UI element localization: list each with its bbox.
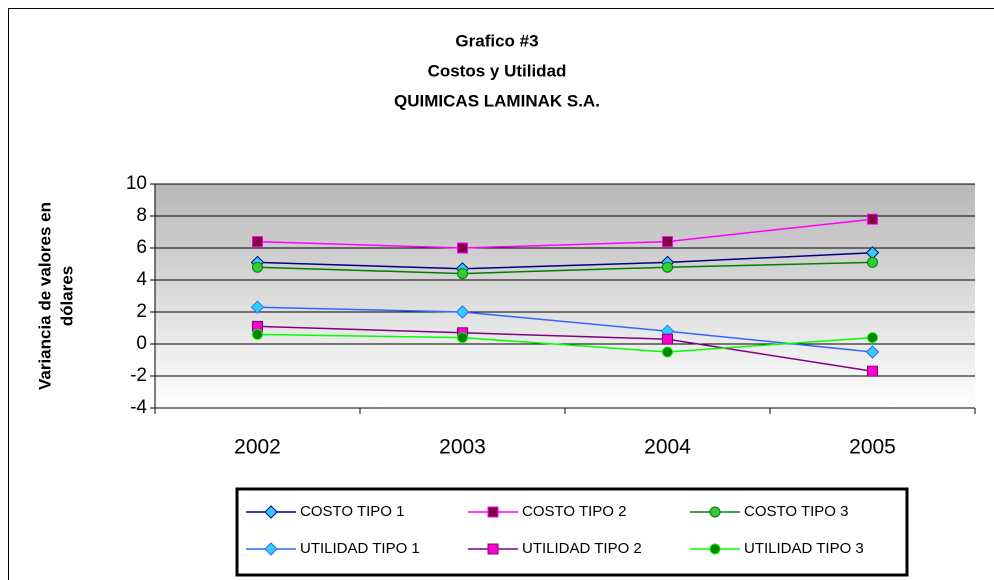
x-tick-label: 2002	[234, 436, 281, 459]
data-point	[867, 213, 878, 225]
x-tick-label: 2004	[644, 436, 691, 459]
legend-label: COSTO TIPO 2	[522, 503, 626, 520]
data-point	[662, 236, 673, 248]
legend-marker	[709, 506, 721, 518]
chart-title: Grafico #3	[455, 31, 538, 50]
data-point	[457, 242, 468, 254]
legend-label: COSTO TIPO 3	[744, 503, 848, 520]
data-point	[867, 256, 878, 268]
data-point	[662, 346, 673, 358]
y-tick-label: 0	[136, 333, 147, 354]
legend-label: UTILIDAD TIPO 1	[300, 540, 420, 557]
data-point	[252, 328, 263, 340]
y-tick-label: 10	[126, 173, 147, 194]
x-tick-label: 2005	[849, 436, 896, 459]
legend-marker	[264, 542, 278, 556]
y-tick-label: 8	[136, 205, 147, 226]
legend-marker	[487, 543, 499, 555]
y-axis-label: Variancia de valores en	[35, 202, 54, 390]
legend-label: UTILIDAD TIPO 2	[522, 540, 642, 557]
data-point	[867, 332, 878, 344]
legend-marker	[264, 505, 278, 519]
y-tick-label: 2	[136, 301, 147, 322]
data-point	[865, 345, 880, 359]
series-line	[257, 325, 873, 372]
legend-marker	[709, 543, 721, 555]
series-line	[257, 333, 873, 353]
series-line	[257, 218, 873, 249]
legend-label: COSTO TIPO 1	[300, 503, 404, 520]
legend-label: UTILIDAD TIPO 3	[744, 540, 864, 557]
y-axis-label: dólares	[57, 266, 76, 326]
plot-area	[155, 184, 975, 408]
y-tick-label: 4	[136, 269, 147, 290]
legend-marker	[487, 506, 499, 518]
data-point	[455, 305, 470, 319]
x-tick-label: 2003	[439, 436, 486, 459]
data-point	[250, 300, 265, 314]
chart-title: QUIMICAS LAMINAK S.A.	[394, 91, 600, 110]
chart-title: Costos y Utilidad	[428, 61, 567, 80]
data-point	[662, 333, 673, 345]
data-point	[457, 268, 468, 280]
series-line	[257, 306, 873, 353]
y-tick-label: -2	[130, 365, 147, 386]
series-line	[257, 261, 873, 275]
legend	[235, 487, 909, 577]
data-point	[457, 332, 468, 344]
data-point	[867, 365, 878, 377]
data-point	[252, 236, 263, 248]
y-tick-label: -4	[130, 397, 147, 418]
y-tick-label: 6	[136, 237, 147, 258]
data-point	[252, 261, 263, 273]
data-point	[662, 261, 673, 273]
series-line	[257, 252, 873, 270]
